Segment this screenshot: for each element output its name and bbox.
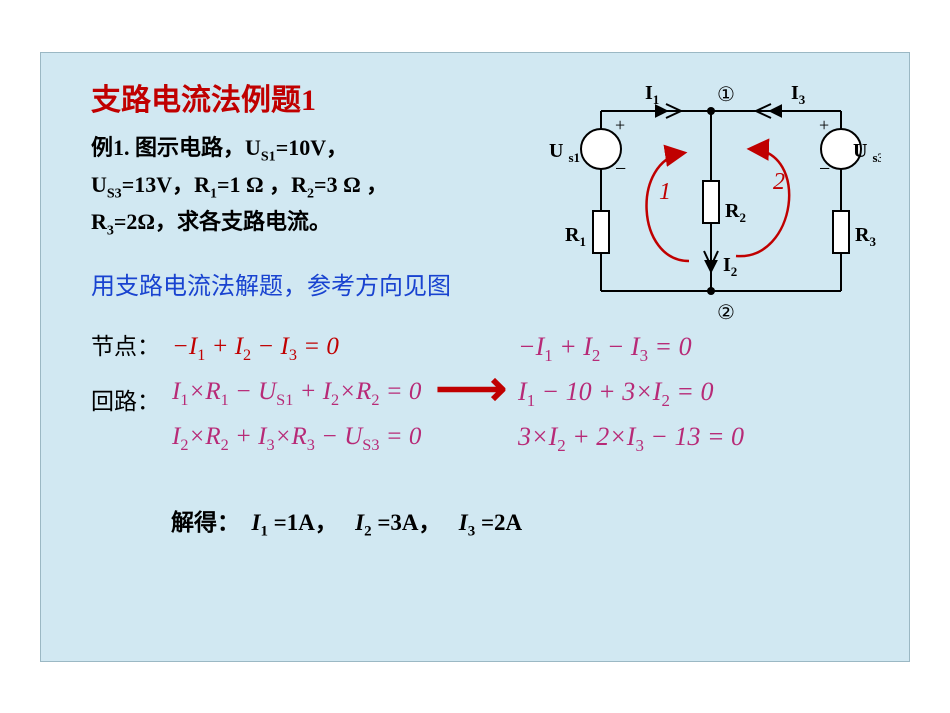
label-I1: I1 <box>645 82 659 107</box>
eq-loop2: I2×R2 + I3×R3 − US3 = 0 <box>172 415 421 460</box>
equations-numeric: −I1 + I2 − I3 = 0 I1 − 10 + 3×I2 = 0 3×I… <box>518 325 744 461</box>
svg-text:+: + <box>615 115 625 135</box>
problem-text: R <box>91 209 107 234</box>
subscript: 1 <box>210 186 217 201</box>
label-loop1: 1 <box>659 179 671 205</box>
problem-text: =2Ω，求各支路电流。 <box>114 209 331 234</box>
equation-labels: 节点： 回路： <box>91 325 160 424</box>
answer-I3: I3 =2A <box>459 510 522 535</box>
label-R2: R2 <box>725 200 746 225</box>
problem-statement: 例1. 图示电路，US1=10V， US3=13V，R1=1 Ω ，R2=3 Ω… <box>91 131 521 242</box>
subscript: S3 <box>107 186 122 201</box>
problem-text: =13V，R <box>122 172 210 197</box>
problem-text: =10V， <box>276 135 348 160</box>
slide: 支路电流法例题1 例1. 图示电路，US1=10V， US3=13V，R1=1 … <box>40 52 910 662</box>
equations-symbolic: −I1 + I2 − I3 = 0 I1×R1 − US1 + I2×R2 = … <box>168 325 421 460</box>
problem-text: 例1. 图示电路，U <box>91 135 261 160</box>
label-node: 节点： <box>91 325 160 369</box>
label-Us1: U s1 <box>549 140 580 165</box>
eq-num3: 3×I2 + 2×I3 − 13 = 0 <box>518 415 744 460</box>
label-Us3: U s3 <box>853 140 881 165</box>
equation-block: 节点： 回路： −I1 + I2 − I3 = 0 I1×R1 − US1 + … <box>91 325 869 461</box>
subscript: 2 <box>307 186 314 201</box>
subscript: 3 <box>107 223 114 238</box>
answer: 解得： I1 =1A， I2 =3A， I3 =2A <box>171 503 869 541</box>
eq-node: −I1 + I2 − I3 = 0 <box>172 325 421 370</box>
circuit-diagram: + − + − I1 I3 I2 ① ② U s1 U s3 R1 R2 R3 … <box>541 71 881 331</box>
label-loop: 回路： <box>91 380 160 424</box>
problem-text: U <box>91 172 107 197</box>
answer-prefix: 解得： <box>171 510 240 535</box>
eq-num1: −I1 + I2 − I3 = 0 <box>518 325 744 370</box>
label-R3: R3 <box>855 224 876 249</box>
svg-text:−: − <box>819 158 830 180</box>
problem-text: =3 Ω ， <box>314 172 388 197</box>
label-node1: ① <box>717 84 735 106</box>
label-R1: R1 <box>565 224 586 249</box>
label-node2: ② <box>717 302 735 324</box>
answer-I1: I1 =1A， <box>252 510 338 535</box>
answer-I2: I2 =3A， <box>355 510 441 535</box>
label-I2: I2 <box>723 254 737 279</box>
problem-text: =1 Ω ，R <box>217 172 307 197</box>
label-loop2: 2 <box>773 169 785 195</box>
label-I3: I3 <box>791 82 806 107</box>
eq-loop1: I1×R1 − US1 + I2×R2 = 0 <box>172 370 421 415</box>
svg-text:+: + <box>819 115 829 135</box>
svg-text:−: − <box>615 158 626 180</box>
eq-num2: I1 − 10 + 3×I2 = 0 <box>518 370 744 415</box>
subscript: S1 <box>261 149 276 164</box>
arrow-icon: ⟶ <box>429 359 510 427</box>
